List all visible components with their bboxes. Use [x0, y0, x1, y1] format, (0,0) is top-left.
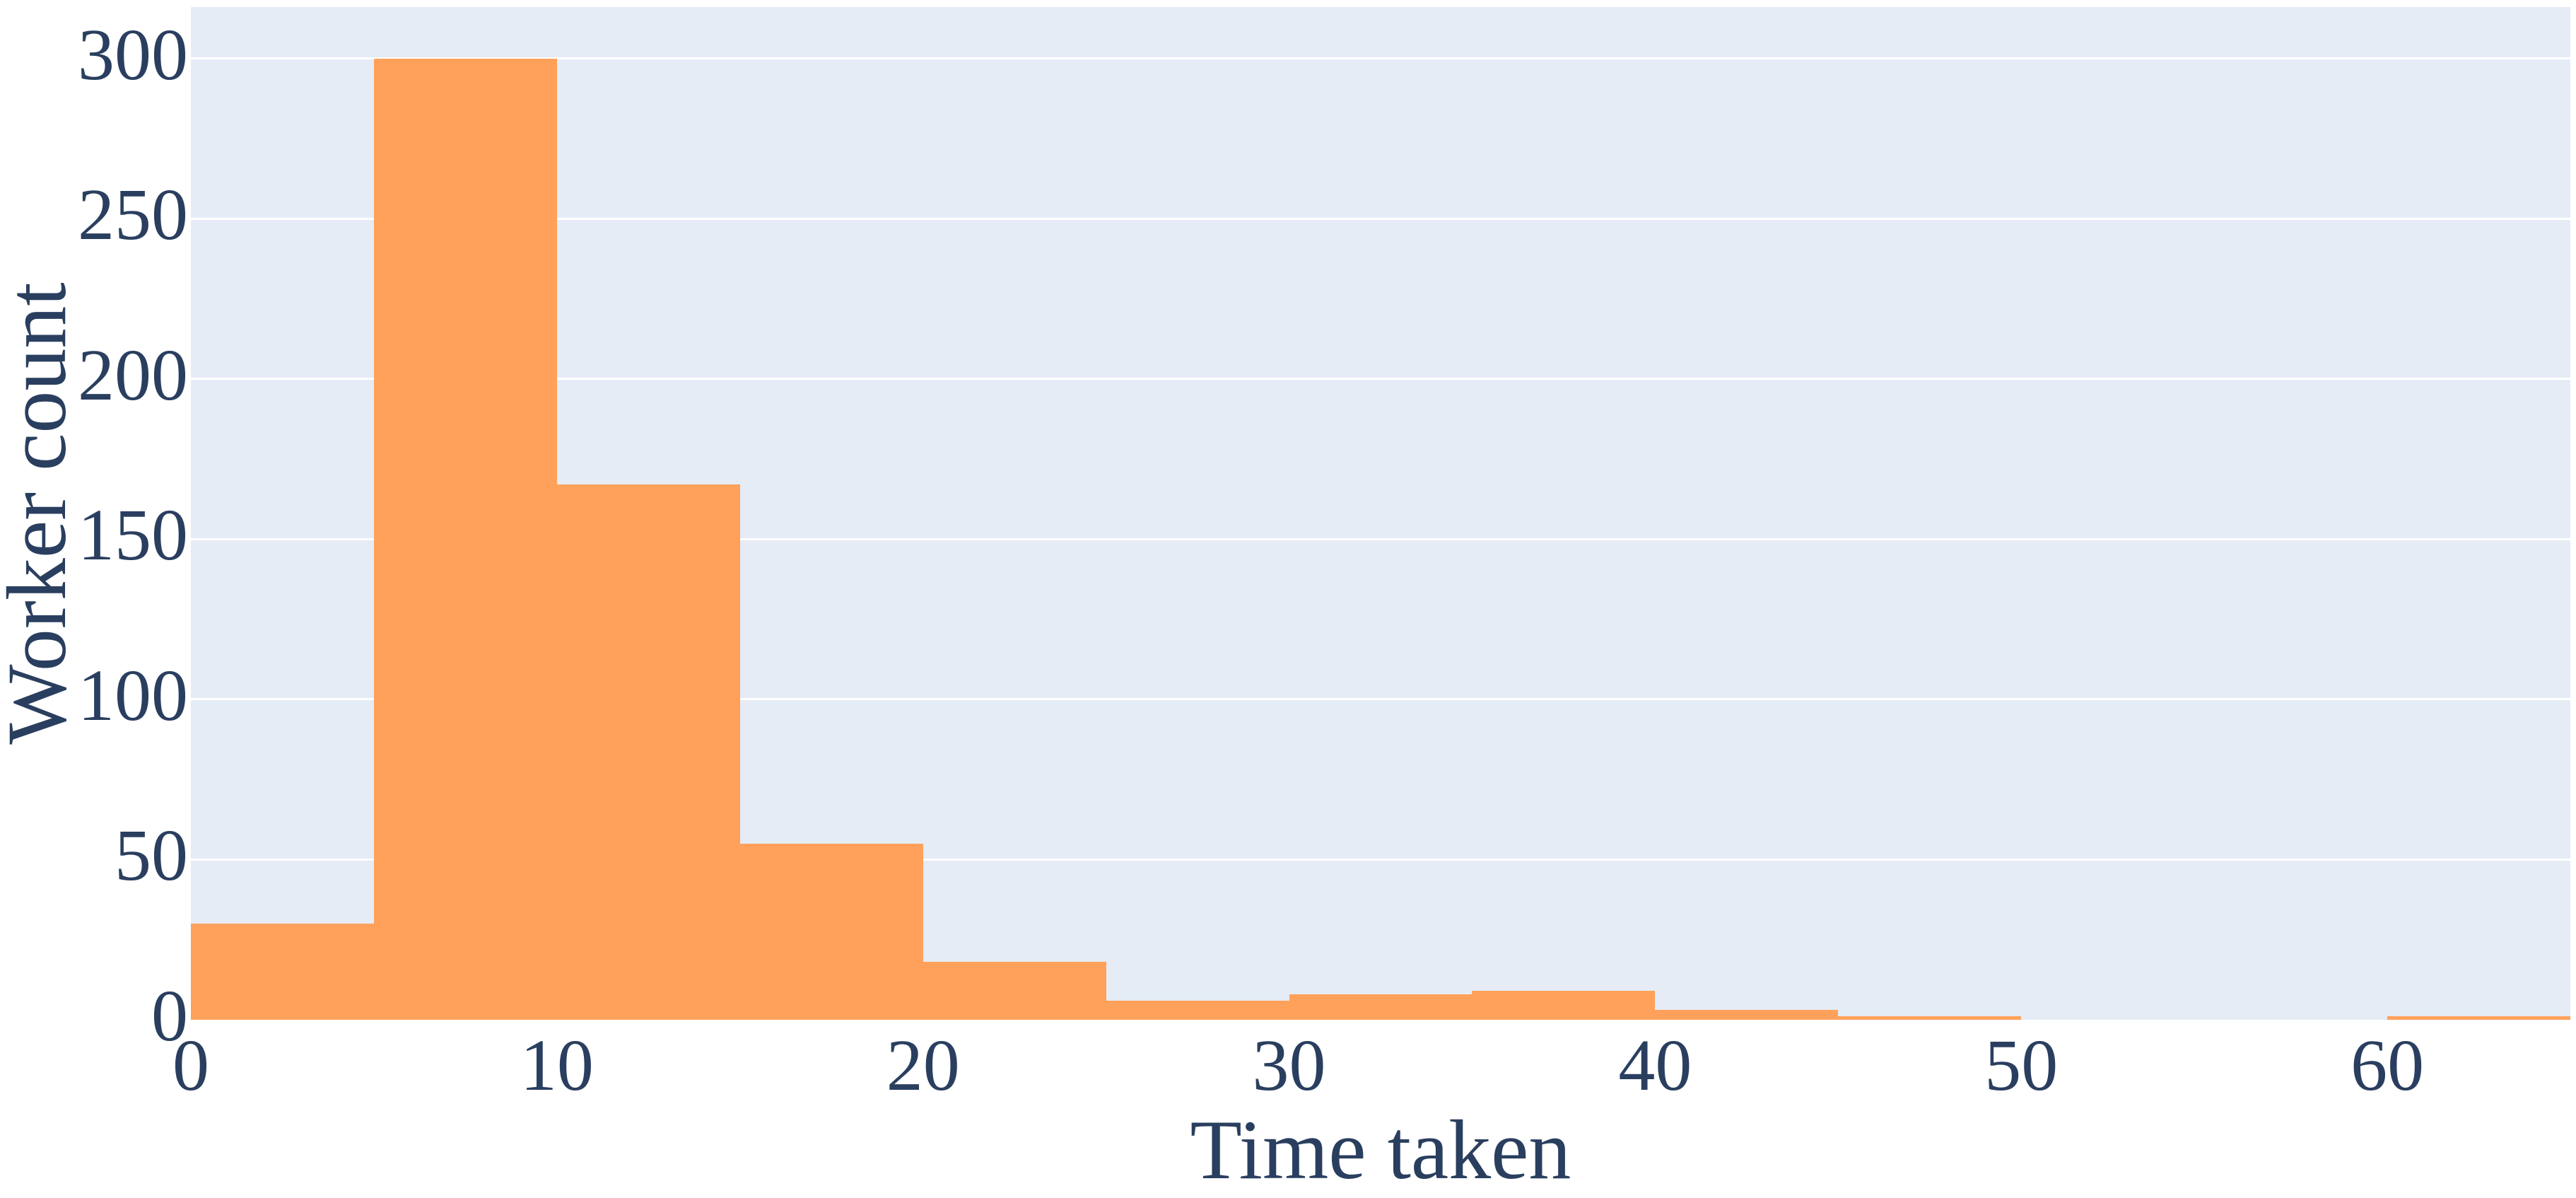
- y-tick-label: 250: [78, 174, 188, 256]
- histogram-bar: [923, 962, 1106, 1020]
- y-gridline: [191, 537, 2570, 540]
- histogram-bar: [1838, 1016, 2022, 1020]
- y-gridline: [191, 858, 2570, 861]
- histogram-bar: [1472, 991, 1656, 1020]
- y-tick-label: 200: [78, 334, 188, 416]
- y-tick-label: 100: [78, 654, 188, 736]
- x-tick-label: 20: [886, 1025, 960, 1106]
- x-tick-label: 30: [1252, 1025, 1326, 1106]
- y-tick-label: 50: [115, 815, 188, 897]
- histogram-bar: [739, 843, 923, 1020]
- histogram-bar: [556, 484, 740, 1020]
- histogram-bar: [1655, 1010, 1839, 1020]
- histogram-bar: [191, 924, 374, 1020]
- x-tick-label: 10: [520, 1025, 594, 1106]
- y-tick-label: 0: [151, 975, 188, 1057]
- x-tick-label: 50: [1984, 1025, 2059, 1106]
- y-gridline: [191, 378, 2570, 380]
- x-tick-label: 40: [1618, 1025, 1692, 1106]
- y-tick-label: 300: [78, 13, 188, 95]
- plot-area: [191, 7, 2570, 1020]
- y-gridline: [191, 217, 2570, 220]
- histogram-bar: [373, 58, 557, 1020]
- x-tick-label: 0: [172, 1025, 209, 1106]
- histogram-bar: [2387, 1016, 2570, 1020]
- x-tick-label: 60: [2350, 1025, 2425, 1106]
- histogram-bar: [1289, 994, 1473, 1020]
- histogram-bar: [1106, 1000, 1289, 1020]
- y-gridline: [191, 698, 2570, 701]
- y-tick-label: 150: [78, 494, 188, 576]
- y-gridline: [191, 57, 2570, 59]
- x-axis-title: Time taken: [1190, 1103, 1571, 1197]
- y-axis-title: Worker count: [0, 282, 83, 745]
